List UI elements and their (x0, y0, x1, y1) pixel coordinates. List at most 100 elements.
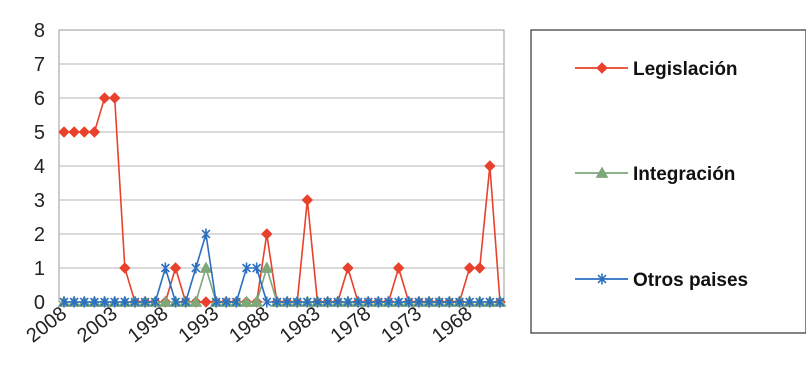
data-point (98, 92, 111, 104)
gridlines (59, 63, 504, 269)
x-tick-label: 1993 (175, 303, 224, 348)
data-point (394, 296, 404, 308)
data-point (120, 296, 130, 308)
y-tick-label: 3 (34, 190, 45, 212)
data-point (79, 296, 89, 308)
data-point (596, 62, 608, 74)
data-point (159, 295, 172, 307)
data-point (191, 262, 201, 274)
data-point (88, 126, 101, 138)
data-point (240, 295, 253, 307)
data-point (231, 296, 241, 308)
data-point (250, 295, 264, 307)
data-point (252, 262, 262, 274)
data-point (189, 295, 203, 307)
data-point (485, 296, 495, 308)
data-point (110, 296, 120, 308)
legend-entry: Integración (575, 164, 735, 185)
legend-label: Legislación (633, 59, 738, 80)
y-tick-label: 6 (34, 88, 45, 110)
data-point (58, 126, 70, 138)
data-point (484, 160, 496, 172)
data-point (260, 261, 274, 273)
data-point (475, 296, 485, 308)
data-point (414, 296, 424, 308)
data-point (282, 296, 292, 308)
data-point (597, 273, 607, 285)
data-point (444, 296, 454, 308)
data-point (272, 296, 282, 308)
data-point (169, 262, 182, 274)
x-tick-label: 2003 (73, 303, 122, 348)
x-axis: 2008 2003 1998 1993 1988 1983 1978 1973 1968 (22, 302, 477, 348)
data-point (363, 296, 373, 308)
data-point (160, 262, 170, 274)
legend (530, 29, 806, 334)
series-group (57, 92, 507, 308)
y-tick-label: 2 (34, 224, 45, 246)
data-point (150, 296, 160, 308)
y-tick-label: 1 (34, 258, 45, 280)
x-tick-label: 1998 (124, 303, 173, 348)
data-point (373, 296, 383, 308)
x-tick-label: 2008 (22, 303, 71, 348)
y-tick-label: 0 (34, 292, 45, 314)
data-point (301, 194, 314, 206)
data-point (89, 296, 99, 308)
legend-label: Otros paises (633, 270, 748, 291)
x-tick-label: 1968 (428, 303, 477, 348)
data-point (333, 296, 343, 308)
data-point (68, 126, 80, 138)
data-point (59, 296, 69, 308)
data-point (343, 296, 353, 308)
y-tick-label: 8 (34, 20, 45, 42)
data-point (595, 166, 609, 178)
data-point (424, 296, 434, 308)
data-point (108, 92, 121, 104)
data-point (171, 296, 181, 308)
x-tick-label: 1973 (377, 303, 426, 348)
data-point (495, 296, 505, 308)
data-point (342, 262, 354, 274)
data-point (69, 296, 79, 308)
data-point (465, 296, 475, 308)
y-tick-label: 4 (34, 156, 45, 178)
data-point (119, 262, 131, 274)
data-point (140, 296, 150, 308)
data-point (199, 261, 213, 273)
data-point (292, 296, 302, 308)
data-point (221, 296, 231, 308)
data-point (262, 296, 272, 308)
data-point (181, 296, 191, 308)
legend-label: Integración (633, 164, 735, 185)
legend-entry: Otros paises (575, 270, 748, 291)
x-tick-label: 1983 (276, 303, 325, 348)
data-point (323, 296, 333, 308)
x-tick-label: 1978 (327, 303, 376, 348)
data-point (201, 228, 211, 240)
data-point (100, 296, 110, 308)
series-line (64, 233, 500, 303)
data-point (302, 296, 312, 308)
data-point (434, 296, 444, 308)
series-asterisk (59, 228, 505, 308)
data-point (200, 296, 212, 308)
x-tick-label: 1988 (225, 303, 274, 348)
data-point (130, 296, 140, 308)
data-point (241, 262, 252, 274)
legend-entry: Legislación (575, 59, 738, 80)
data-point (261, 228, 273, 240)
data-point (353, 296, 363, 308)
data-point (463, 262, 476, 274)
data-point (474, 262, 486, 274)
y-axis: 0 1 2 3 4 5 6 7 8 (34, 20, 45, 314)
data-point (78, 126, 90, 138)
y-tick-label: 7 (34, 54, 45, 76)
y-tick-label: 5 (34, 122, 45, 144)
data-point (211, 296, 221, 308)
data-point (392, 262, 405, 274)
data-point (383, 296, 393, 308)
data-point (404, 296, 414, 308)
legend-entries: Legislación Integración Otros paises (575, 59, 748, 291)
